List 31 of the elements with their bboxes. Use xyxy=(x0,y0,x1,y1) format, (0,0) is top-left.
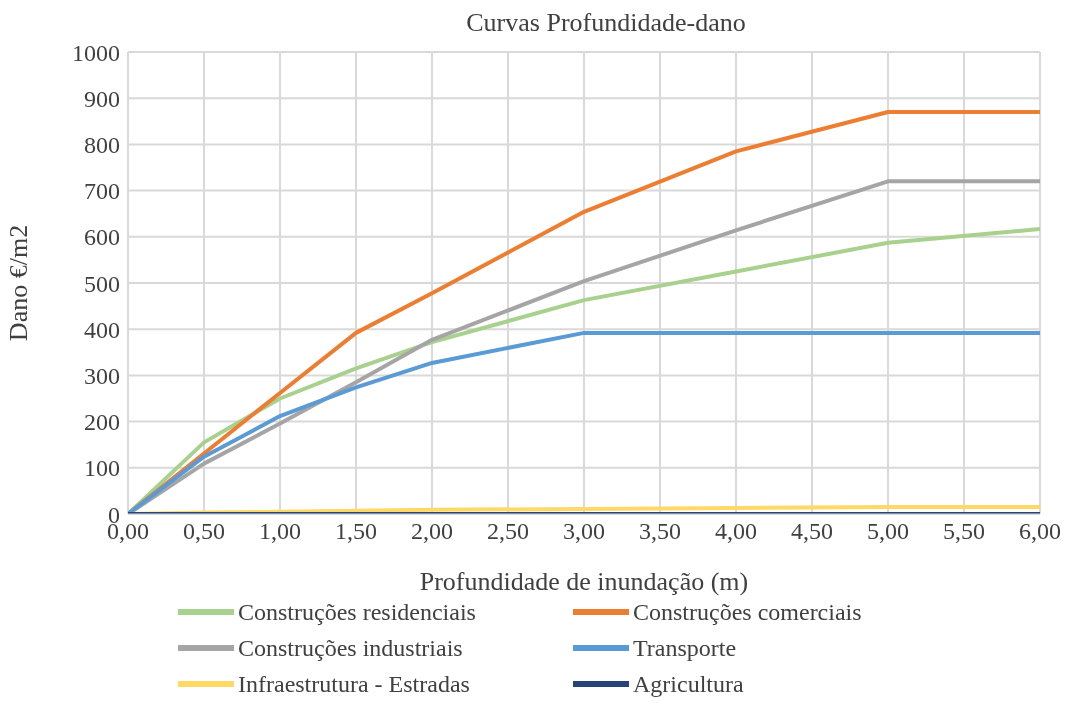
y-axis-title: Dano €/m2 xyxy=(4,224,34,342)
x-tick-label: 1,00 xyxy=(259,518,301,545)
x-tick-label: 3,50 xyxy=(639,518,681,545)
y-tick-label: 900 xyxy=(84,85,120,112)
y-tick-label: 300 xyxy=(84,362,120,389)
y-tick-label: 1000 xyxy=(72,39,120,66)
legend-label: Agricultura xyxy=(633,670,744,698)
x-tick-label: 0,50 xyxy=(183,518,225,545)
legend-label: Transporte xyxy=(633,634,737,662)
y-tick-label: 600 xyxy=(84,224,120,251)
y-tick-label: 700 xyxy=(84,178,120,205)
x-tick-label: 5,50 xyxy=(943,518,985,545)
x-tick-label: 4,50 xyxy=(791,518,833,545)
x-tick-label: 5,00 xyxy=(867,518,909,545)
y-tick-label: 200 xyxy=(84,409,120,436)
x-tick-label: 1,50 xyxy=(335,518,377,545)
y-tick-label: 100 xyxy=(84,455,120,482)
x-tick-label: 2,50 xyxy=(487,518,529,545)
x-tick-label: 6,00 xyxy=(1019,518,1061,545)
x-tick-label: 2,00 xyxy=(411,518,453,545)
legend-label: Construções residenciais xyxy=(238,598,476,626)
legend-label: Construções comerciais xyxy=(633,598,862,626)
legend-label: Construções industriais xyxy=(238,634,463,662)
legend-label: Infraestrutura - Estradas xyxy=(238,670,470,698)
x-axis-title: Profundidade de inundação (m) xyxy=(419,567,749,596)
y-tick-label: 400 xyxy=(84,316,120,343)
y-tick-label: 800 xyxy=(84,131,120,158)
y-tick-label: 500 xyxy=(84,270,120,297)
chart-title: Curvas Profundidade-dano xyxy=(465,8,747,39)
x-tick-label: 3,00 xyxy=(563,518,605,545)
x-tick-label: 4,00 xyxy=(715,518,757,545)
